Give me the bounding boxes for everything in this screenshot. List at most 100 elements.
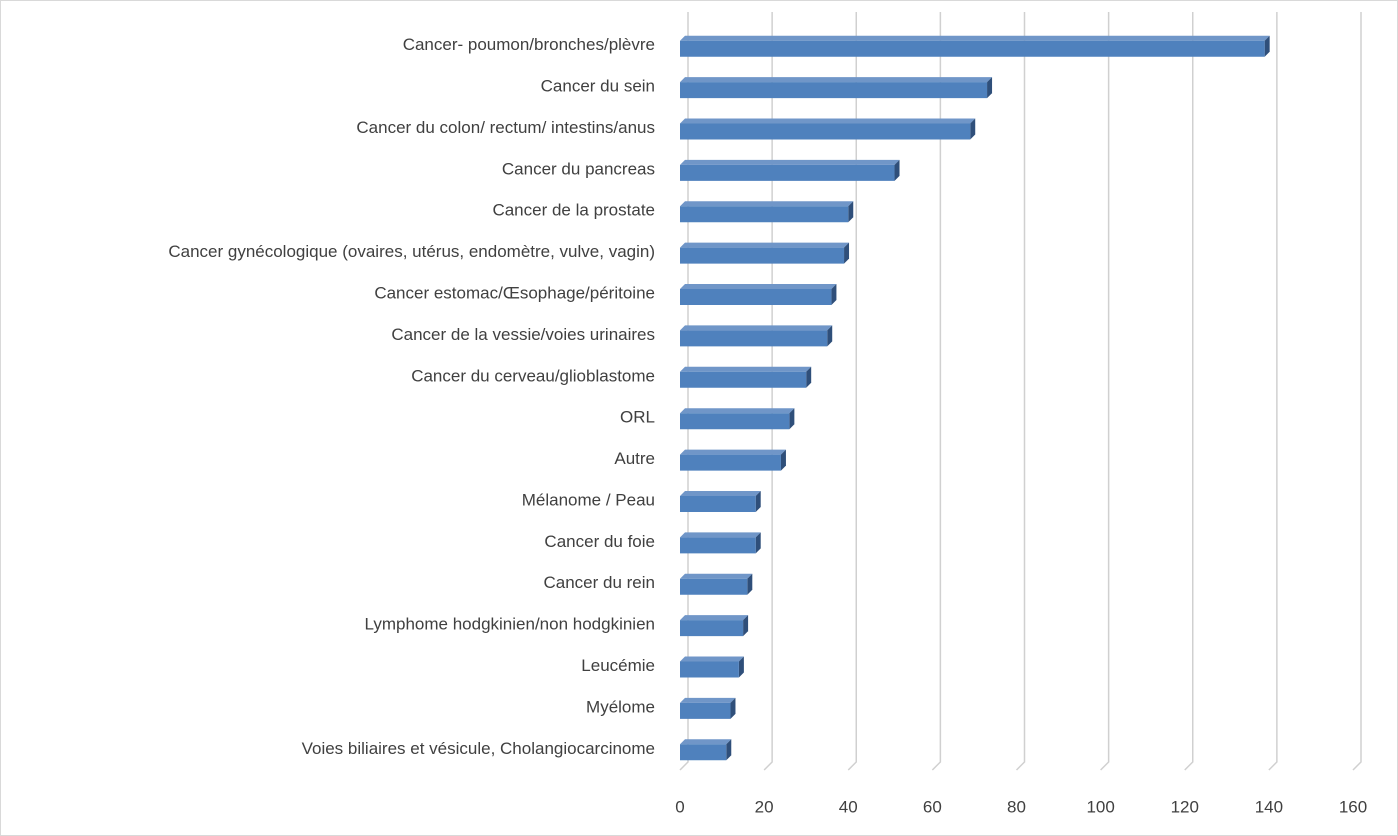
bar-face	[730, 697, 736, 719]
bar-face	[680, 702, 731, 719]
y-tick-label: Voies biliaires et vésicule, Cholangioca…	[302, 739, 655, 758]
grid-line	[1184, 12, 1194, 771]
bar-face	[680, 284, 837, 290]
y-tick-label: Cancer du pancreas	[502, 159, 655, 178]
bar-face	[680, 615, 749, 621]
bar	[680, 325, 833, 347]
y-tick-label: Cancer gynécologique (ovaires, utérus, e…	[168, 242, 655, 261]
grid-line	[1015, 12, 1026, 771]
bar	[680, 532, 761, 554]
x-tick-label: 80	[1007, 797, 1026, 816]
x-tick-label: 140	[1255, 797, 1283, 816]
bar	[680, 739, 732, 761]
x-tick-label: 100	[1086, 797, 1114, 816]
y-tick-label: Cancer- poumon/bronches/plèvre	[403, 35, 655, 54]
bar-face	[747, 573, 753, 595]
bar-face	[755, 532, 761, 554]
x-tick-label: 60	[923, 797, 942, 816]
bar-face	[680, 247, 845, 264]
y-tick-label: Cancer estomac/Œsophage/péritoine	[374, 284, 655, 303]
grid-line	[1352, 12, 1362, 771]
bar	[680, 77, 993, 99]
bar-face	[680, 578, 748, 595]
y-tick-label: Cancer du rein	[543, 573, 655, 592]
y-tick-label: Cancer du foie	[544, 532, 655, 551]
bar	[680, 573, 753, 595]
bar-face	[738, 656, 744, 678]
grid-line	[931, 12, 942, 771]
bar	[680, 656, 744, 678]
bar-face	[680, 495, 756, 512]
bar-face	[680, 490, 761, 496]
bar-face	[680, 289, 832, 306]
y-tick-label: Cancer du sein	[541, 77, 655, 96]
bar-face	[680, 366, 812, 372]
bar	[680, 449, 786, 471]
bar-face	[827, 325, 833, 347]
bar-face	[680, 656, 744, 662]
bar-face	[726, 739, 732, 761]
bar	[680, 697, 736, 719]
y-tick-label: Leucémie	[581, 656, 655, 675]
bar	[680, 408, 795, 430]
bar	[680, 615, 749, 637]
bar-face	[680, 449, 786, 455]
y-tick-label: Mélanome / Peau	[522, 490, 655, 509]
grid-line	[1100, 12, 1110, 771]
bar-face	[680, 164, 895, 181]
bar-face	[780, 449, 786, 471]
bar-face	[987, 77, 993, 99]
bar	[680, 284, 837, 306]
bar	[680, 490, 761, 512]
bar-face	[680, 413, 790, 430]
bar-face	[680, 40, 1265, 57]
bar-face	[831, 284, 837, 306]
y-tick-label: ORL	[620, 408, 655, 427]
bar-face	[680, 620, 744, 637]
bar-face	[680, 744, 727, 761]
bar-face	[680, 118, 976, 124]
bar-face	[680, 661, 739, 678]
bar	[680, 35, 1270, 57]
y-tick-label: Cancer de la vessie/voies urinaires	[391, 325, 655, 344]
y-tick-label: Cancer du cerveau/glioblastome	[411, 366, 655, 385]
bar-face	[1264, 35, 1270, 57]
grid-line	[847, 12, 857, 771]
bar-face	[743, 615, 749, 637]
bar-face	[789, 408, 795, 430]
x-tick-label: 160	[1339, 797, 1367, 816]
bar-face	[680, 739, 732, 745]
y-tick-label: Autre	[614, 449, 655, 468]
bar-face	[680, 371, 807, 388]
bar	[680, 366, 812, 388]
bar	[680, 118, 976, 140]
grid-line	[1268, 12, 1278, 771]
bar-face	[680, 123, 971, 140]
bar-face	[680, 35, 1270, 41]
bar-face	[680, 697, 736, 703]
bar-face	[680, 82, 988, 99]
x-tick-label: 120	[1171, 797, 1199, 816]
bar-face	[680, 408, 795, 414]
bar	[680, 159, 900, 181]
y-tick-label: Myélome	[586, 697, 655, 716]
bar	[680, 242, 850, 264]
bar-face	[680, 206, 849, 223]
bar-face	[755, 490, 761, 512]
bar-face	[894, 159, 900, 181]
bar-face	[680, 454, 781, 471]
x-tick-label: 0	[675, 797, 684, 816]
bar-face	[680, 325, 833, 331]
bar-face	[680, 537, 756, 554]
bar-face	[848, 201, 854, 223]
x-tick-label: 40	[839, 797, 858, 816]
bar-face	[680, 201, 854, 207]
bar-face	[680, 77, 993, 83]
bar-face	[680, 573, 753, 579]
x-tick-label: 20	[755, 797, 774, 816]
y-tick-label: Cancer de la prostate	[492, 201, 655, 220]
bar-face	[680, 159, 900, 165]
bar-face	[844, 242, 850, 264]
bar-face	[806, 366, 812, 388]
